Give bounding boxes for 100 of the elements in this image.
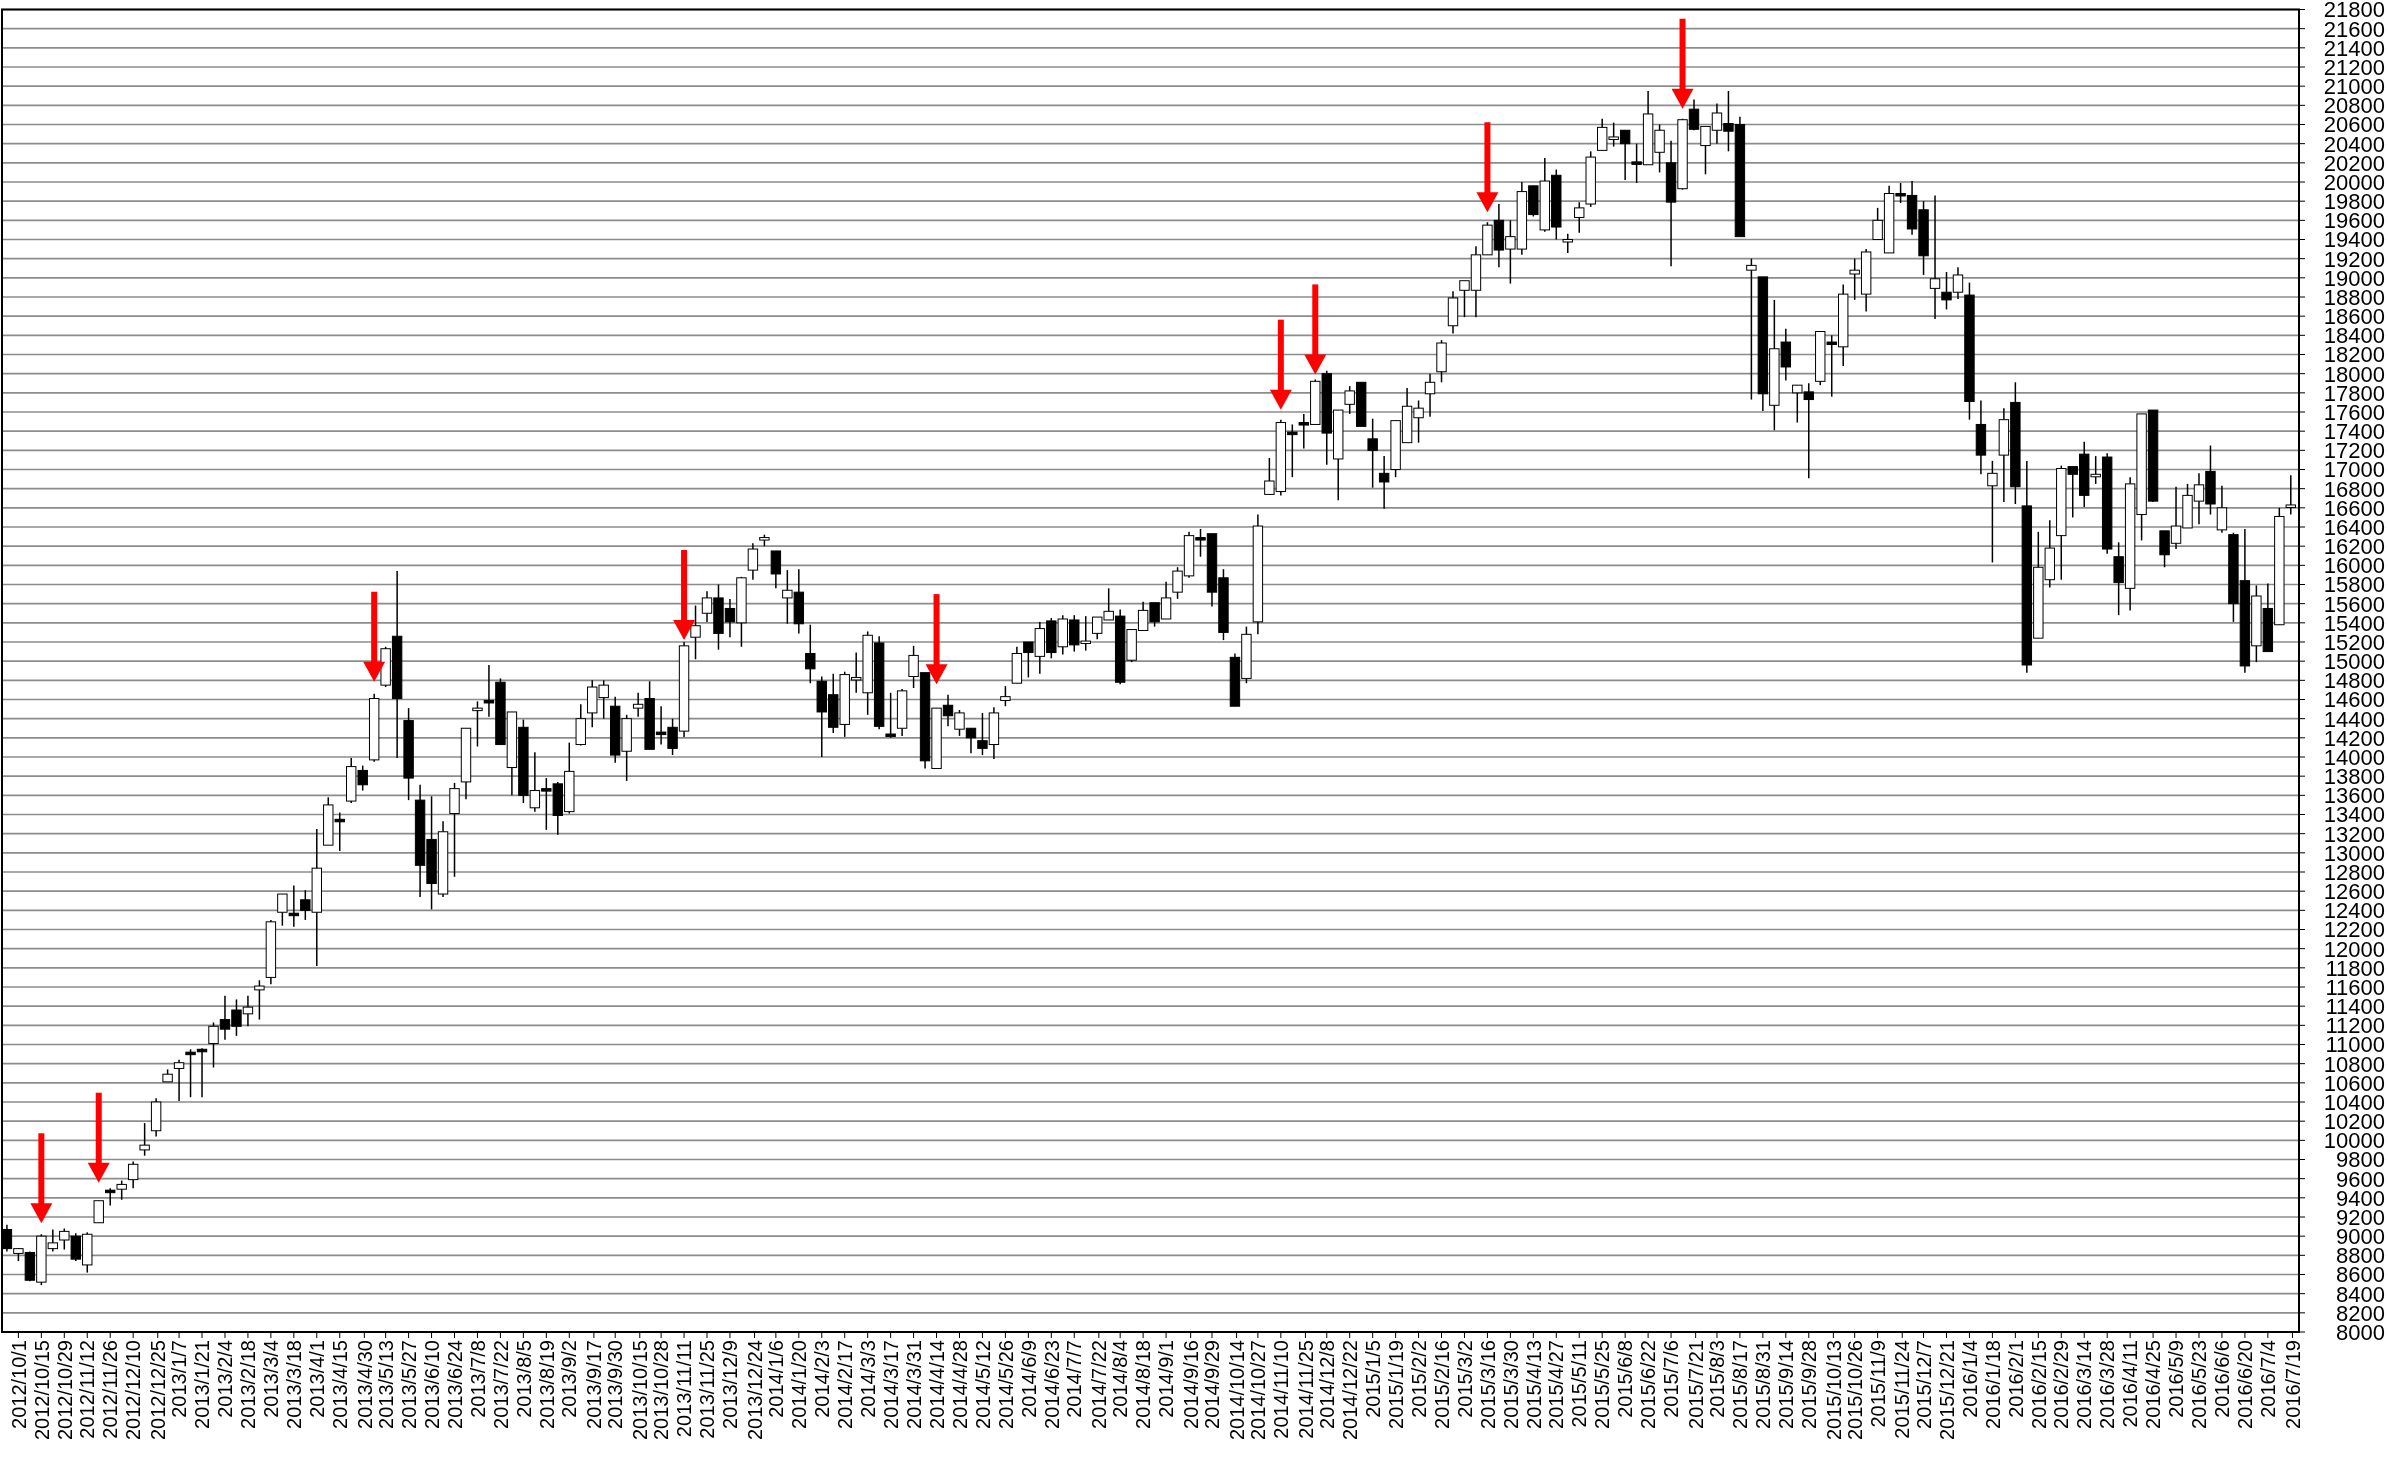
x-tick-label: 2015/1/5 <box>1361 1340 1384 1418</box>
x-tick-label: 2012/12/25 <box>146 1340 169 1441</box>
candlestick <box>127 1160 139 1189</box>
x-tick-label: 2014/12/22 <box>1338 1340 1361 1441</box>
x-tick-label: 2015/11/24 <box>1891 1340 1914 1439</box>
x-tick-label: 2012/11/12 <box>76 1340 99 1439</box>
x-tick-label: 2015/12/21 <box>1935 1340 1958 1441</box>
x-tick-label: 2015/2/16 <box>1430 1340 1453 1429</box>
x-tick-label: 2015/7/21 <box>1684 1340 1707 1429</box>
x-tick-label: 2016/2/15 <box>2027 1340 2050 1429</box>
candlestick <box>93 1199 104 1224</box>
x-tick-label: 2013/3/18 <box>283 1340 306 1429</box>
x-tick-label: 2013/8/5 <box>512 1340 535 1418</box>
x-tick-label: 2015/11/9 <box>1866 1340 1889 1428</box>
candlestick <box>254 979 265 1021</box>
candlestick <box>105 1187 116 1207</box>
candlestick <box>690 604 701 660</box>
x-tick-label: 2015/3/2 <box>1453 1340 1476 1418</box>
candlestick <box>116 1179 127 1201</box>
x-tick-label: 2013/6/10 <box>420 1340 443 1429</box>
x-tick-label: 2013/5/27 <box>397 1340 420 1429</box>
x-tick-label: 2014/1/6 <box>765 1340 788 1418</box>
candlestick <box>1378 455 1390 510</box>
x-tick-label: 2013/10/15 <box>628 1340 651 1441</box>
x-tick-label: 2013/12/9 <box>719 1340 742 1429</box>
x-tick-label: 2012/10/29 <box>53 1340 76 1441</box>
x-tick-label: 2015/10/13 <box>1822 1340 1845 1441</box>
x-tick-label: 2014/9/1 <box>1155 1340 1178 1418</box>
x-tick-label: 2013/4/15 <box>328 1340 351 1429</box>
x-tick-label: 2013/11/25 <box>696 1340 719 1439</box>
x-tick-label: 2014/6/23 <box>1040 1340 1063 1429</box>
x-tick-label: 2015/3/30 <box>1499 1340 1522 1429</box>
x-tick-label: 2014/2/17 <box>833 1340 856 1429</box>
x-tick-label: 2016/2/1 <box>2004 1340 2027 1418</box>
x-tick-label: 2013/9/2 <box>558 1340 581 1418</box>
candlestick <box>1929 194 1941 320</box>
x-tick-label: 2016/3/14 <box>2073 1340 2096 1429</box>
x-tick-label: 2014/3/31 <box>902 1340 925 1429</box>
x-tick-label: 2015/5/11 <box>1568 1340 1591 1428</box>
candlestick <box>885 692 896 739</box>
candlestick <box>1562 233 1573 254</box>
candlestick <box>1424 372 1436 418</box>
x-tick-label: 2013/7/22 <box>489 1340 512 1429</box>
x-tick-label: 2014/7/7 <box>1063 1340 1086 1418</box>
x-tick-label: 2014/8/18 <box>1132 1340 1155 1429</box>
x-tick-label: 2015/4/27 <box>1545 1340 1568 1429</box>
candlestick <box>770 550 782 590</box>
x-tick-label: 2015/6/22 <box>1637 1340 1660 1429</box>
x-tick-label: 2012/12/10 <box>122 1340 145 1441</box>
candlestick <box>173 1059 185 1102</box>
x-tick-label: 2014/1/20 <box>788 1340 811 1429</box>
candlestick <box>1367 417 1378 489</box>
x-tick-label: 2013/9/17 <box>583 1340 606 1429</box>
x-tick-label: 2013/12/24 <box>743 1340 766 1441</box>
x-tick-label: 2013/6/24 <box>443 1340 466 1429</box>
x-tick-label: 2013/8/19 <box>535 1340 558 1429</box>
x-tick-label: 2014/11/25 <box>1294 1340 1317 1439</box>
x-tick-label: 2015/9/28 <box>1797 1340 1820 1429</box>
candlestick <box>1987 460 1998 564</box>
candlestick <box>805 624 816 684</box>
x-tick-label: 2014/4/14 <box>925 1340 948 1429</box>
x-tick-label: 2015/12/7 <box>1912 1340 1935 1429</box>
candlestick <box>2216 485 2228 534</box>
candlestick <box>1000 685 1011 707</box>
candlestick <box>747 542 759 581</box>
x-tick-label: 2013/2/18 <box>237 1340 260 1429</box>
candlestick <box>139 1122 150 1157</box>
candlestick <box>472 700 483 748</box>
x-tick-label: 2015/3/16 <box>1476 1340 1499 1429</box>
x-tick-label: 2012/10/1 <box>7 1340 30 1429</box>
x-tick-label: 2014/5/26 <box>994 1340 1017 1429</box>
x-tick-label: 2016/5/23 <box>2188 1340 2211 1429</box>
x-tick-label: 2016/3/28 <box>2096 1340 2119 1429</box>
x-tick-label: 2014/9/29 <box>1201 1340 1224 1429</box>
x-tick-label: 2015/1/19 <box>1384 1340 1407 1429</box>
x-tick-label: 2013/7/8 <box>466 1340 489 1418</box>
x-tick-label: 2015/10/26 <box>1843 1340 1866 1441</box>
x-tick-label: 2014/2/3 <box>810 1340 833 1418</box>
x-tick-label: 2013/2/4 <box>214 1340 237 1418</box>
x-tick-label: 2015/6/8 <box>1614 1340 1637 1418</box>
candlestick <box>277 893 288 927</box>
x-tick-label: 2014/3/17 <box>879 1340 902 1429</box>
x-tick-label: 2016/7/4 <box>2257 1340 2280 1418</box>
x-tick-label: 2014/4/28 <box>948 1340 971 1429</box>
x-tick-label: 2016/2/29 <box>2050 1340 2073 1429</box>
x-tick-label: 2016/1/4 <box>1958 1340 1981 1418</box>
candlestick <box>185 1048 196 1098</box>
x-tick-label: 2012/11/26 <box>99 1340 122 1439</box>
x-tick-label: 2013/1/7 <box>168 1340 191 1418</box>
x-tick-label: 2016/6/20 <box>2234 1340 2257 1429</box>
x-tick-label: 2014/10/27 <box>1247 1340 1270 1441</box>
x-tick-label: 2013/4/1 <box>305 1340 328 1418</box>
x-tick-label: 2016/7/19 <box>2281 1340 2304 1429</box>
x-tick-label: 2013/9/30 <box>604 1340 627 1429</box>
x-tick-label: 2015/8/3 <box>1706 1340 1729 1418</box>
x-tick-label: 2012/10/15 <box>30 1340 53 1441</box>
x-tick-label: 2013/4/30 <box>353 1340 376 1429</box>
x-tick-label: 2014/12/8 <box>1315 1340 1338 1429</box>
x-tick-label: 2014/11/10 <box>1270 1340 1293 1439</box>
x-tick-label: 2015/8/31 <box>1752 1340 1775 1429</box>
